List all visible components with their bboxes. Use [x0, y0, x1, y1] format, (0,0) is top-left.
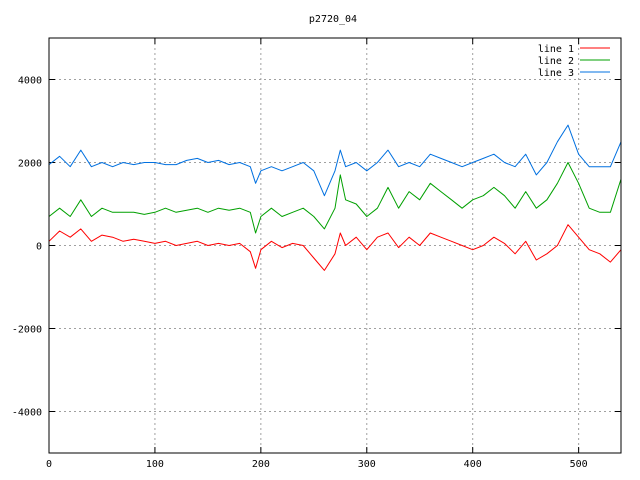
- series-line-1: [48, 224, 622, 271]
- x-tick-label: 500: [570, 459, 588, 470]
- y-tick-label: -2000: [12, 325, 42, 336]
- x-tick-label: 300: [358, 459, 376, 470]
- x-tick-label: 200: [252, 459, 270, 470]
- y-tick-labels: -4000 -2000 0 2000 4000: [12, 76, 42, 419]
- legend-label-1: line 1: [538, 44, 574, 55]
- tick-marks: [48, 38, 621, 453]
- chart-title: p2720_04: [309, 14, 357, 25]
- y-tick-label: 2000: [18, 159, 42, 170]
- y-tick-label: 0: [36, 242, 42, 253]
- plot-frame: [48, 37, 622, 454]
- series-lines: [48, 124, 622, 271]
- x-tick-labels: 0 100 200 300 400 500: [46, 459, 588, 470]
- series-line-2: [48, 162, 622, 234]
- x-tick-label: 0: [46, 459, 52, 470]
- x-tick-label: 400: [464, 459, 482, 470]
- y-tick-label: -4000: [12, 408, 42, 419]
- x-tick-label: 100: [146, 459, 164, 470]
- legend-label-3: line 3: [538, 68, 574, 79]
- grid: [49, 38, 621, 453]
- legend-label-2: line 2: [538, 56, 574, 67]
- y-tick-label: 4000: [18, 76, 42, 87]
- series-line-3: [48, 124, 622, 197]
